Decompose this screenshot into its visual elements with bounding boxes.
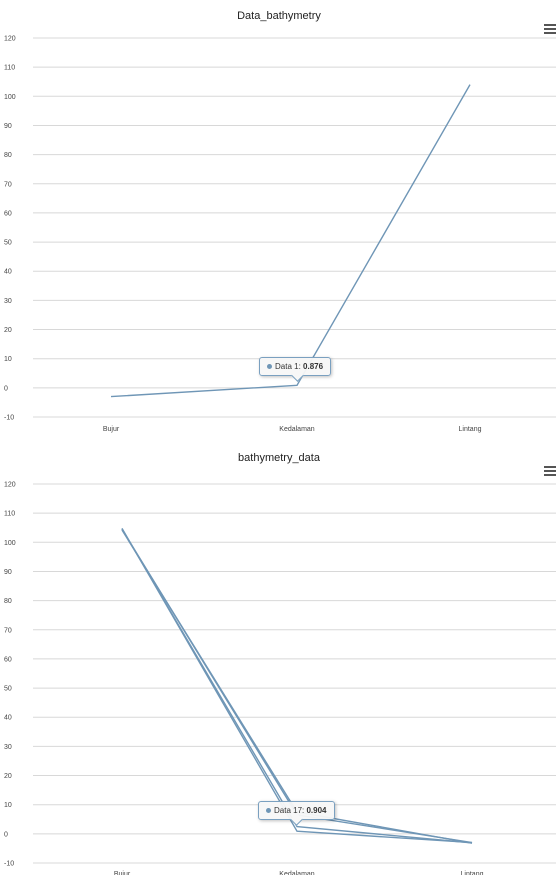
y-tick-label: 0	[4, 385, 8, 392]
x-tick-label: Bujur	[114, 871, 131, 875]
series-line[interactable]	[110, 84, 471, 398]
series-line[interactable]	[121, 529, 473, 844]
x-tick-label: Lintang	[459, 426, 482, 433]
tooltip-value: 0.876	[303, 362, 324, 371]
y-tick-label: 110	[4, 511, 15, 518]
y-tick-label: 90	[4, 123, 12, 130]
hamburger-menu-icon[interactable]	[544, 466, 556, 476]
y-tick-label: 70	[4, 181, 12, 188]
y-tick-label: 20	[4, 773, 12, 780]
series-line[interactable]	[121, 528, 473, 844]
hamburger-menu-icon[interactable]	[544, 24, 556, 34]
y-tick-label: 40	[4, 715, 12, 722]
series-line[interactable]	[121, 528, 473, 844]
data-tooltip: Data 17: 0.904	[258, 801, 335, 820]
chart-plot: -10 0 10 20 30 40 50 60 70 80 90 100 110 120 Bujur Keda…	[4, 482, 556, 875]
y-tick-label: 90	[4, 569, 12, 576]
y-tick-label: 110	[4, 65, 15, 72]
y-tick-label: 100	[4, 540, 16, 547]
tooltip-series-label: Data 1	[275, 362, 299, 371]
tooltip-value: 0.904	[306, 806, 327, 815]
y-tick-label: 50	[4, 686, 12, 693]
x-tick-label: Lintang	[461, 871, 484, 875]
chart-plot: -10 0 10 20 30 40 50 60 70 80 90 100 110 120 Bujur Keda…	[4, 36, 556, 433]
y-tick-label: 30	[4, 298, 12, 305]
y-tick-label: 10	[4, 356, 12, 363]
y-tick-label: 50	[4, 240, 12, 247]
series-marker-icon	[266, 808, 271, 814]
y-tick-label: 80	[4, 598, 12, 605]
chart-title: Data_bathymetry	[237, 10, 321, 22]
y-tick-label: 100	[4, 94, 16, 101]
y-tick-label: 120	[4, 36, 16, 43]
chart-panel-1: Data_bathymetry -10 0 10 20 30 40 50 60 70 80 90 10…	[0, 0, 558, 438]
y-tick-label: 60	[4, 210, 12, 217]
chart-panel-2: bathymetry_data -10 0 10 20 30 40 50 60 70 80 90 10…	[0, 446, 558, 875]
y-tick-label: 0	[4, 831, 8, 838]
y-tick-label: 60	[4, 656, 12, 663]
y-tick-label: 70	[4, 627, 12, 634]
y-tick-label: -10	[4, 415, 14, 422]
x-tick-label: Kedalaman	[279, 426, 315, 433]
data-tooltip: Data 1: 0.876	[259, 357, 332, 376]
y-tick-label: 20	[4, 327, 12, 334]
series-line[interactable]	[121, 527, 473, 844]
chart-title: bathymetry_data	[238, 452, 320, 464]
y-tick-label: 10	[4, 802, 12, 809]
series-marker-icon	[267, 364, 272, 370]
y-tick-label: 40	[4, 269, 12, 276]
tooltip-series-label: Data 17	[274, 806, 303, 815]
y-tick-label: 30	[4, 744, 12, 751]
y-tick-label: 120	[4, 482, 16, 489]
x-tick-label: Kedalaman	[279, 871, 315, 875]
y-tick-label: -10	[4, 861, 14, 868]
y-tick-label: 80	[4, 152, 12, 159]
x-tick-label: Bujur	[103, 426, 120, 433]
